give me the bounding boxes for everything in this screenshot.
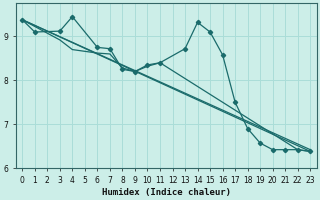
X-axis label: Humidex (Indice chaleur): Humidex (Indice chaleur)	[102, 188, 231, 197]
